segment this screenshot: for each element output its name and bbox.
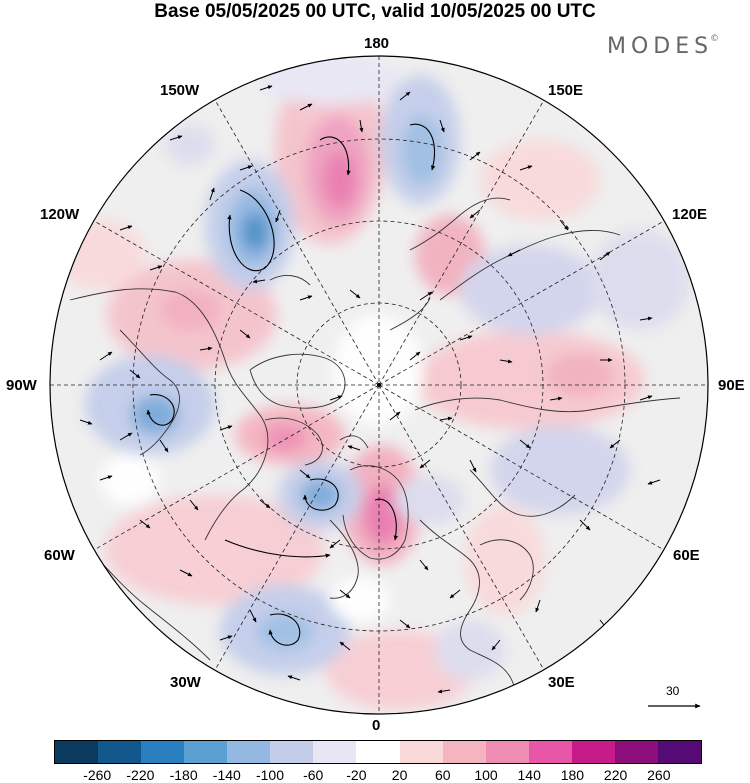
colorbar-segment [528,741,572,763]
colorbar-tick-label: 60 [435,767,451,783]
colorbar-tick-label: 20 [391,767,408,783]
label-120w: 120W [40,206,80,223]
colorbar-tick-label: 220 [603,767,628,783]
colorbar-tick-label: -220 [126,767,155,783]
label-60w: 60W [44,547,75,564]
colorbar-segment [270,741,314,763]
label-150w: 150W [160,82,200,99]
colorbar-tick-label: -180 [169,767,198,783]
label-120e: 120E [672,206,708,223]
colorbar-ticks: -260 -220 -180 -140 -100 -60 -20 20 60 100 140 180 2… [0,767,750,783]
colorbar-segment [399,741,443,763]
label-180: 180 [364,35,390,52]
colorbar-segment [227,741,271,763]
colorbar-tick-label: -20 [346,767,367,783]
reference-vector-label: 30 [666,684,680,698]
colorbar-tick-label: 260 [647,767,671,783]
label-60e: 60E [673,547,700,564]
colorbar-segment [141,741,185,763]
colorbar-segment [571,741,615,763]
colorbar-segment [98,741,142,763]
streamlines [146,123,436,646]
colorbar-segment [55,741,99,763]
colorbar [54,740,702,764]
colorbar-tick-label: -260 [83,767,112,783]
label-0: 0 [372,717,381,734]
colorbar-segment [356,741,400,763]
colorbar-tick-label: 140 [517,767,541,783]
brand-name: MODES [607,34,714,59]
label-30e: 30E [548,674,575,691]
brand-logo: MODES© [607,34,719,59]
colorbar-tick-label: -60 [303,767,324,783]
label-30w: 30W [170,674,201,691]
label-90e: 90E [718,377,745,394]
map-disk [50,56,708,714]
colorbar-segment [184,741,228,763]
map-border [49,55,709,715]
colorbar-segment [485,741,529,763]
colorbar-segment [442,741,486,763]
colorbar-tick-label: 180 [560,767,585,783]
colorbar-tick-label: -140 [212,767,241,783]
colorbar-tick-label: -100 [255,767,285,783]
colorbar-segment [313,741,357,763]
coastlines [69,197,681,691]
label-150e: 150E [548,82,584,99]
colorbar-tick-label: 100 [474,767,498,783]
colorbar-segment [614,741,658,763]
geopotential-anomaly-field [55,56,690,714]
label-90w: 90W [6,377,37,394]
colorbar-segment [657,741,701,763]
map-title: Base 05/05/2025 00 UTC, valid 10/05/2025… [154,1,596,22]
brand-mark: © [710,34,720,44]
wind-vectors [79,85,661,694]
